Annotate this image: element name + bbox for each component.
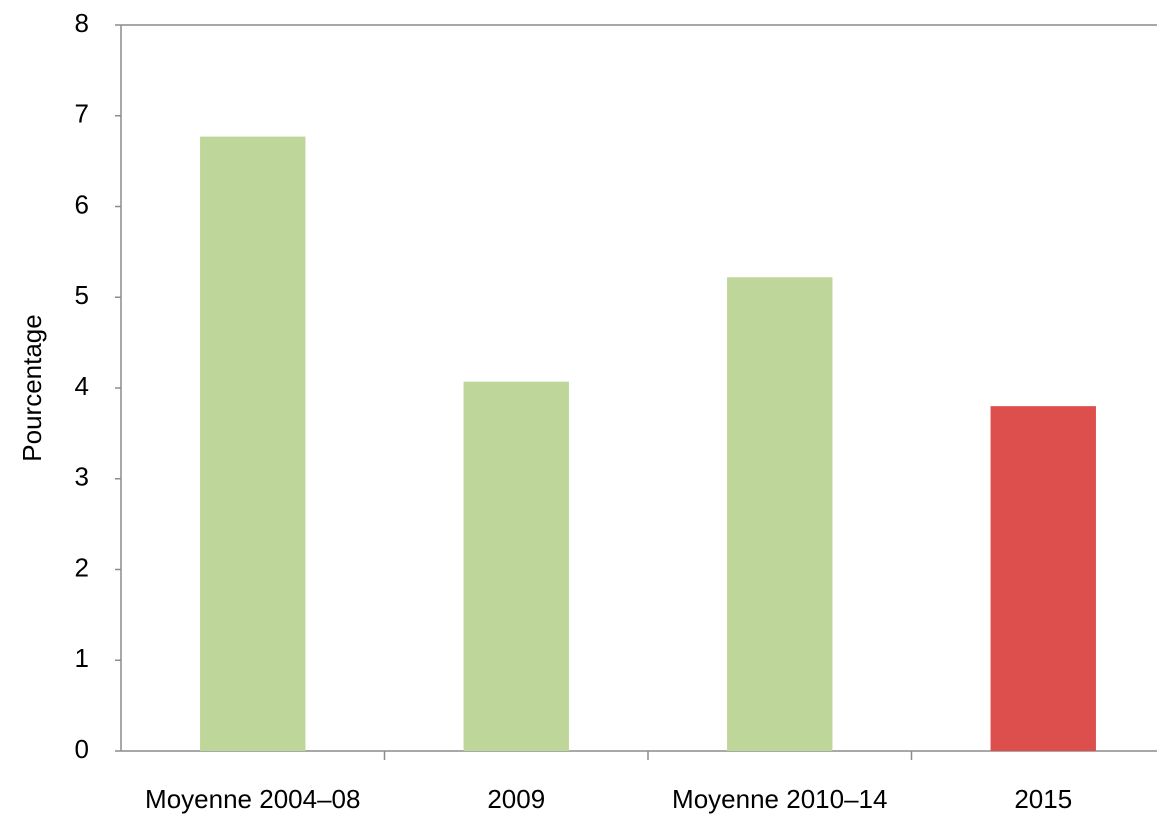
x-tick-label: 2015 <box>1014 784 1072 814</box>
bar <box>200 136 306 751</box>
x-tick-label: Moyenne 2010–14 <box>672 784 887 814</box>
y-tick-label: 4 <box>75 371 89 401</box>
y-axis-label: Pourcentage <box>17 314 47 461</box>
y-tick-label: 2 <box>75 552 89 582</box>
bar <box>463 381 569 751</box>
y-tick-label: 5 <box>75 280 89 310</box>
x-tick-label: 2009 <box>487 784 545 814</box>
y-tick-label: 7 <box>75 99 89 129</box>
y-tick-label: 6 <box>75 189 89 219</box>
y-tick-label: 1 <box>75 643 89 673</box>
bar <box>990 406 1096 751</box>
x-tick-label: Moyenne 2004–08 <box>145 784 360 814</box>
y-tick-label: 3 <box>75 462 89 492</box>
y-tick-label: 8 <box>75 8 89 38</box>
bar <box>727 277 833 751</box>
y-tick-label: 0 <box>75 734 89 764</box>
